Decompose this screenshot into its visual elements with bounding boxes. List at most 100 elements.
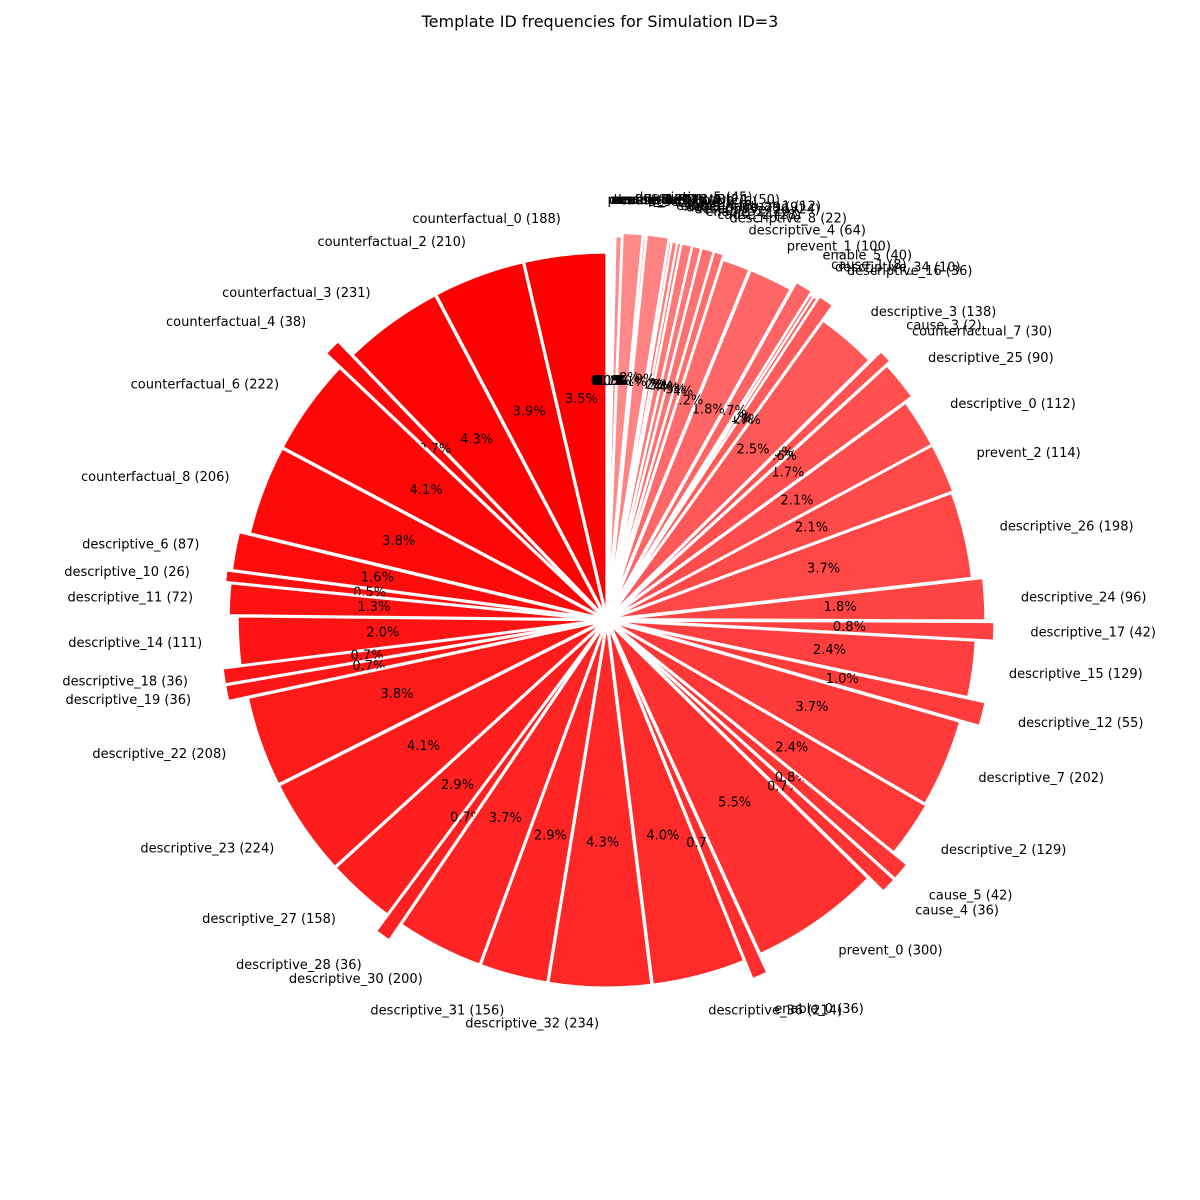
pie-slice	[620, 294, 835, 600]
pie-slice	[609, 233, 670, 596]
slice-label: enable_3 (3)	[611, 193, 692, 208]
slice-label: descriptive_12 (55)	[1018, 716, 1144, 731]
pie-slice	[611, 621, 962, 806]
slice-label: cause_3 (2)	[906, 318, 981, 333]
slice-label: descriptive_21 (4)	[609, 193, 726, 208]
slice-percent: 0.8%	[833, 620, 866, 635]
slice-label: enable_5 (40)	[822, 248, 912, 263]
pie-slice	[612, 401, 934, 618]
slice-label: prevent_0 (300)	[838, 944, 942, 959]
slice-percent: 3.8%	[382, 534, 415, 549]
slice-percent: 3.7%	[795, 700, 828, 715]
pie-slice	[613, 268, 792, 606]
pie-slice	[230, 531, 592, 619]
pie-slice	[246, 620, 603, 786]
slice-label: counterfactual_5 (2)	[612, 193, 744, 208]
pie-slice	[399, 624, 606, 966]
pie-slice	[248, 447, 603, 620]
slice-label: descriptive_20 (24)	[694, 202, 820, 217]
slice-percent: 3.7%	[807, 561, 840, 576]
slice-label: descriptive_28 (36)	[236, 958, 362, 973]
pie-slice	[613, 619, 977, 699]
slice-label: cause_0 (14)	[620, 193, 704, 208]
slice-label: enable_4 (6)	[676, 199, 757, 214]
slice-label: descriptive_7 (202)	[978, 771, 1104, 786]
slice-label: descriptive_24 (96)	[1021, 590, 1147, 605]
pie-slice	[609, 623, 870, 956]
slice-label: cause_1 (8)	[831, 258, 906, 273]
pie-slice	[632, 619, 996, 642]
slice-percent: 4.0%	[646, 829, 679, 844]
slice-label: descriptive_27 (158)	[202, 912, 336, 927]
slice-label: descriptive_19 (36)	[65, 693, 191, 708]
pie-slice	[610, 319, 871, 616]
slice-label: counterfactual_4 (38)	[166, 315, 306, 330]
slice-label: descriptive_17 (42)	[1030, 625, 1156, 640]
pie-slice	[281, 366, 604, 618]
slice-label: descriptive_4 (64)	[749, 223, 866, 238]
slice-label: descriptive_34 (10)	[835, 260, 961, 275]
pie-slice	[324, 339, 590, 603]
slice-label: counterfactual_3 (231)	[222, 286, 370, 301]
slice-label: enable_0 (36)	[774, 1002, 864, 1017]
pie-slice	[624, 636, 896, 893]
pie-slice	[607, 231, 644, 595]
slice-percent: 0.0%	[591, 374, 624, 389]
slice-percent: 1.6%	[361, 570, 394, 585]
slice-percent: 2.1%	[795, 521, 828, 536]
slice-percent: 1.3%	[357, 600, 390, 615]
slice-percent: 3.5%	[565, 392, 598, 407]
pie-slice	[619, 280, 813, 599]
slice-label: enable_2 (20)	[705, 205, 795, 220]
slice-label: descriptive_11 (72)	[67, 590, 193, 605]
slice-label: cause_4 (36)	[915, 903, 999, 918]
slice-label: descriptive_10 (26)	[64, 565, 190, 580]
slice-label: descriptive_32 (234)	[465, 1017, 599, 1032]
slice-percent: 5.5%	[718, 795, 751, 810]
pie-slice	[434, 261, 607, 616]
pie-slice	[479, 624, 607, 984]
slice-percent: 2.9%	[441, 778, 474, 793]
chart-title: Template ID frequencies for Simulation I…	[421, 12, 779, 31]
slice-label: enable_1 (4)	[615, 193, 696, 208]
slice-percent: 2.9%	[534, 828, 567, 843]
slice-percent: 4.3%	[460, 433, 493, 448]
slice-percent: 1.0%	[826, 672, 859, 687]
slice-percent: 4.3%	[586, 836, 619, 851]
pie-slice	[277, 622, 604, 869]
pie-slice	[606, 235, 609, 599]
slice-label: descriptive_13 (3)	[613, 193, 730, 208]
slice-label: descriptive_5 (45)	[635, 190, 752, 205]
slice-label: descriptive_29 (9)	[686, 201, 803, 216]
slice-label: cause_5 (42)	[929, 888, 1013, 903]
slice-label: cause_2 (28)	[717, 208, 801, 223]
slice-label: prevent_1 (100)	[787, 239, 891, 254]
pie-slice	[334, 623, 605, 916]
slice-percent: 2.0%	[366, 626, 399, 641]
slice-percent: 3.9%	[513, 404, 546, 419]
slice-label: descriptive_16 (36)	[847, 264, 973, 279]
slice-label: prevent_2 (114)	[977, 446, 1081, 461]
slice-percent: 2.1%	[780, 493, 813, 508]
pie-slice	[618, 364, 914, 611]
slice-label: descriptive_15 (129)	[1009, 667, 1143, 682]
slice-label: counterfactual_2 (210)	[317, 235, 465, 250]
slice-label: descriptive_0 (112)	[950, 397, 1076, 412]
slice-percent: 2.4%	[813, 643, 846, 658]
pie-slice	[625, 635, 909, 881]
pie-slice	[374, 640, 594, 942]
slice-percent: 1.8%	[824, 600, 857, 615]
pie-slice	[611, 491, 974, 620]
slice-label: counterfactual_6 (222)	[131, 378, 279, 393]
slice-percent: 3.7%	[489, 811, 522, 826]
pie-slice	[607, 624, 746, 986]
pie-slice	[623, 577, 987, 622]
slice-label: descriptive_18 (36)	[62, 675, 188, 690]
slice-percent: 1.7%	[771, 465, 804, 480]
slice-label: descriptive_9 (6)	[648, 195, 757, 210]
slice-label: descriptive_14 (111)	[68, 636, 202, 651]
slice-label: descriptive_36 (214)	[708, 1004, 842, 1019]
pie-slice	[224, 569, 586, 619]
slice-label: descriptive_31 (156)	[370, 1003, 504, 1018]
pie-slice	[616, 642, 769, 981]
